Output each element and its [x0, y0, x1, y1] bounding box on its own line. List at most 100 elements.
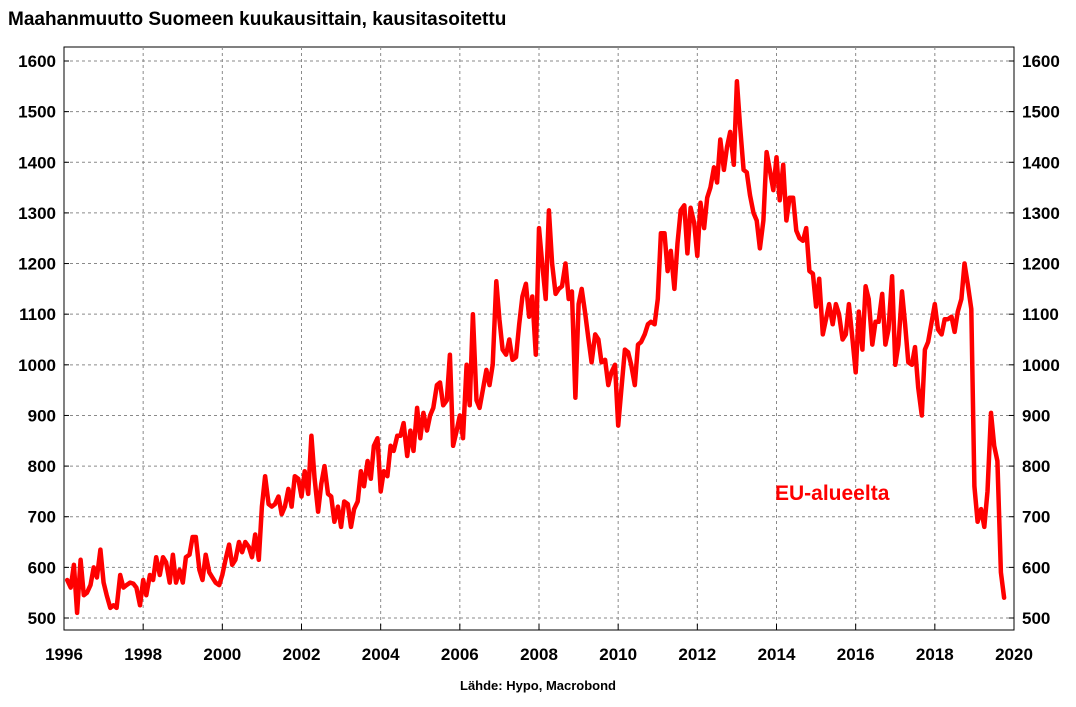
data-point [498, 318, 500, 320]
data-point [281, 513, 283, 515]
data-point [300, 495, 303, 498]
data-point [545, 298, 547, 300]
data-point [937, 328, 939, 330]
data-point [983, 526, 985, 528]
data-point [914, 346, 916, 348]
data-point [564, 262, 567, 265]
data-point [83, 594, 85, 596]
y-tick-label-right: 1500 [1022, 103, 1060, 122]
data-point [482, 389, 484, 391]
y-tick-label-left: 1200 [18, 255, 56, 274]
data-point [798, 237, 801, 239]
data-point [673, 288, 676, 290]
data-point [739, 126, 741, 128]
data-point [515, 356, 517, 358]
data-point [185, 556, 187, 558]
data-point [756, 219, 758, 222]
data-point [416, 407, 418, 409]
data-point [901, 290, 903, 292]
data-point [541, 262, 543, 265]
data-point [858, 311, 860, 313]
data-point [383, 470, 385, 472]
data-point [980, 508, 982, 510]
data-point [419, 437, 421, 439]
data-point [442, 404, 444, 406]
data-point [449, 354, 451, 356]
y-tick-label-left: 600 [28, 558, 56, 577]
data-point [620, 389, 622, 391]
data-point [248, 546, 250, 548]
data-point [670, 250, 672, 252]
y-tick-label-left: 700 [28, 508, 56, 527]
data-point [142, 579, 144, 581]
data-point [812, 273, 814, 275]
data-point [894, 364, 896, 366]
data-point [775, 156, 778, 158]
data-point [630, 364, 632, 366]
data-point [699, 202, 702, 204]
data-point [848, 303, 850, 305]
data-point [782, 164, 784, 166]
x-tick-label: 2012 [678, 645, 716, 664]
data-point [218, 584, 220, 586]
data-point [99, 549, 101, 551]
y-tick-label-right: 1200 [1022, 255, 1060, 274]
data-point [116, 607, 118, 609]
data-point [211, 576, 213, 579]
data-point [538, 227, 540, 229]
data-point [370, 478, 372, 480]
y-tick-label-right: 500 [1022, 609, 1050, 628]
data-point [838, 313, 840, 315]
data-point [456, 430, 458, 432]
data-point [657, 298, 659, 300]
y-tick-label-left: 1100 [19, 305, 56, 324]
y-tick-label-right: 600 [1022, 558, 1050, 577]
data-point [188, 554, 191, 556]
data-point [488, 384, 491, 386]
data-point [125, 584, 128, 586]
series-layer [64, 79, 1007, 616]
data-point [347, 503, 349, 505]
data-point [752, 212, 755, 214]
data-point [531, 295, 533, 298]
x-tick-label: 2000 [203, 645, 241, 664]
data-point [954, 331, 956, 333]
data-point [558, 288, 560, 290]
data-point [977, 521, 979, 523]
data-point [696, 255, 698, 257]
data-point [228, 544, 230, 546]
data-point [323, 465, 326, 467]
x-tick-label: 2020 [995, 645, 1033, 664]
data-point [851, 338, 854, 341]
data-point [251, 556, 253, 558]
data-point [446, 399, 448, 401]
data-point [746, 171, 748, 173]
data-point [927, 341, 929, 343]
y-tick-label-left: 800 [28, 457, 56, 476]
data-point [726, 146, 728, 148]
data-point [578, 303, 580, 305]
data-point [511, 359, 514, 361]
data-point [624, 349, 626, 351]
data-point [934, 303, 936, 305]
data-point [680, 209, 682, 211]
x-tick-label: 2010 [599, 645, 637, 664]
y-tick-label-right: 1400 [1022, 153, 1060, 172]
data-point [367, 460, 369, 462]
data-point [815, 306, 817, 308]
data-point [294, 475, 296, 477]
data-point [822, 333, 824, 335]
data-point [297, 478, 299, 480]
data-point [607, 384, 609, 386]
data-point [835, 303, 837, 305]
data-point [973, 485, 976, 487]
data-point [284, 506, 286, 508]
data-point [112, 604, 115, 606]
data-point [277, 495, 280, 498]
data-point [472, 313, 474, 315]
data-point [258, 559, 260, 561]
data-point [198, 569, 200, 571]
data-point [941, 333, 943, 335]
data-point [654, 323, 656, 325]
data-point [109, 607, 111, 609]
